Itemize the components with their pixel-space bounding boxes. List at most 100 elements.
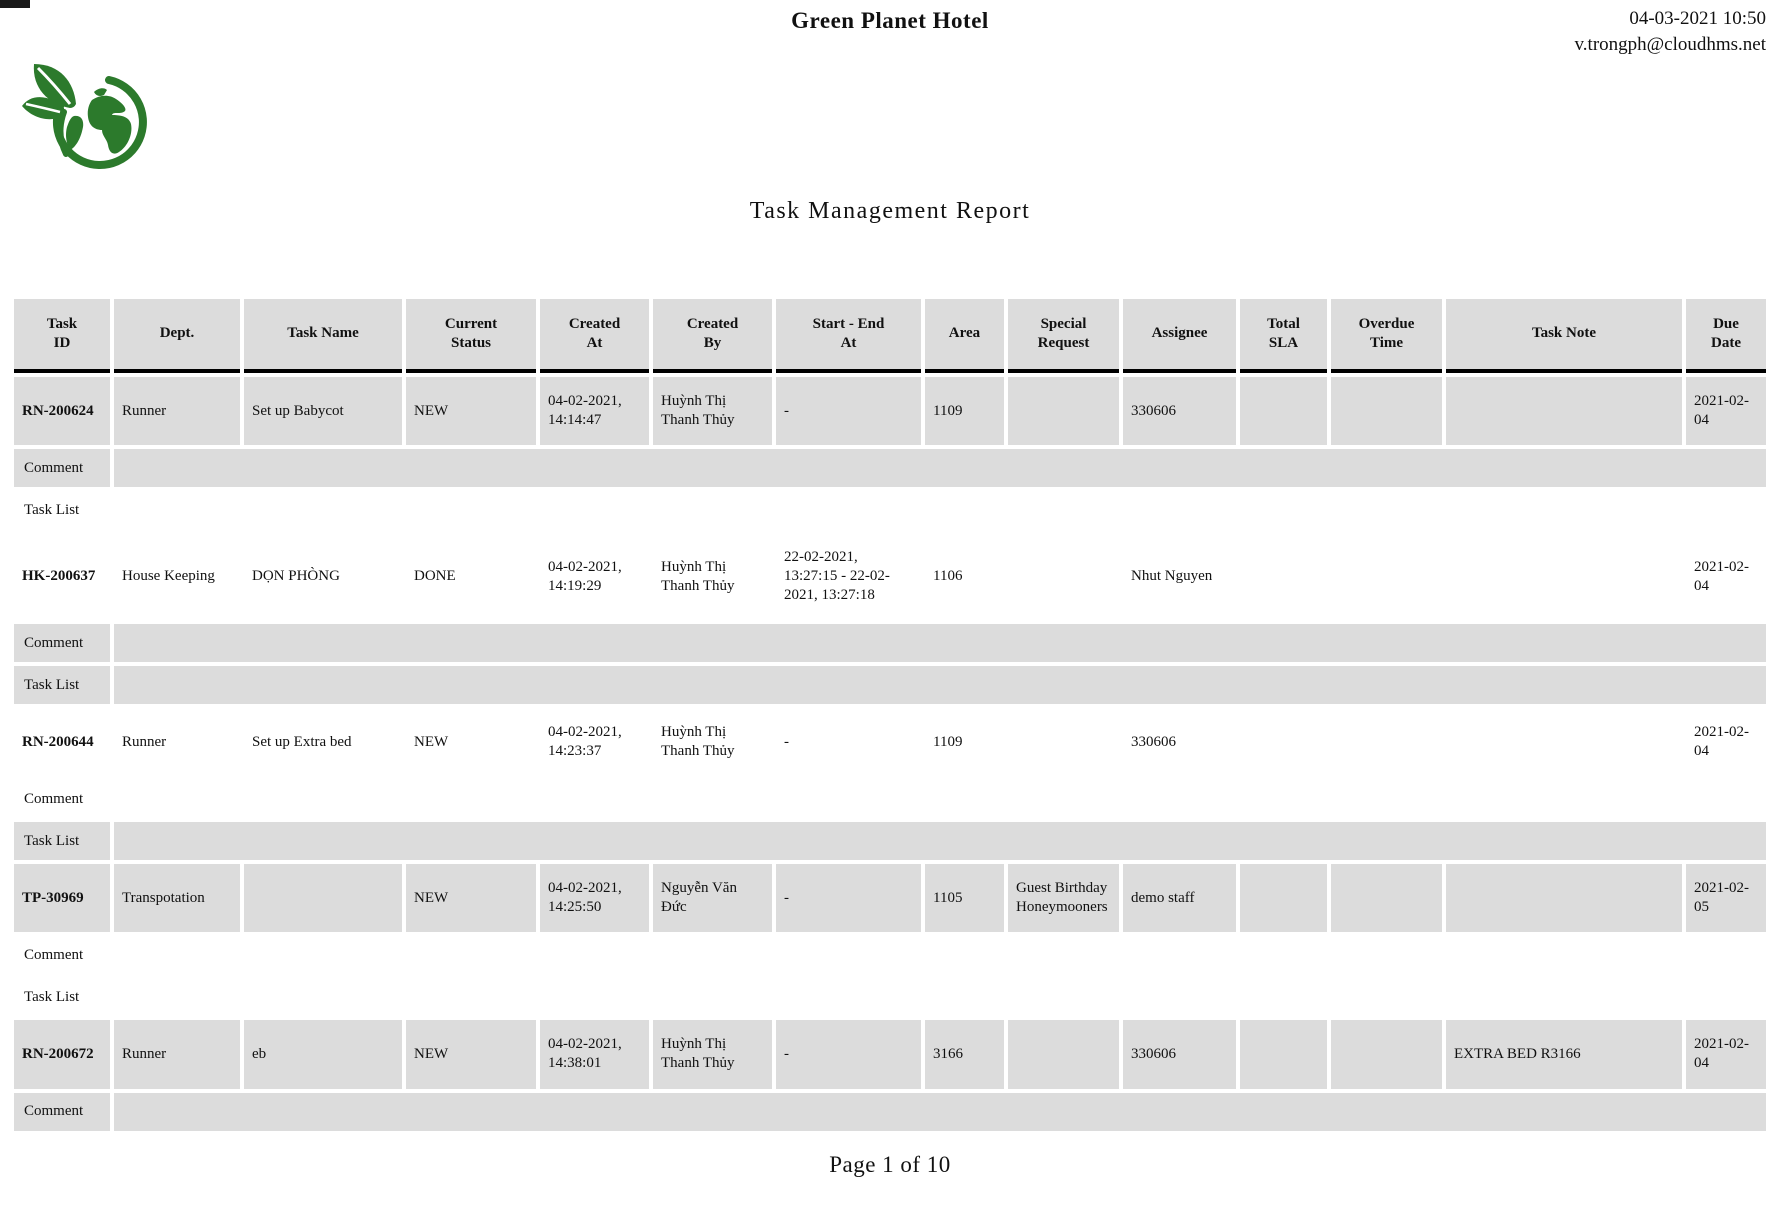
task-list-row: Task List	[14, 978, 1766, 1016]
task-row-rn-200644: RN-200644 Runner Set up Extra bed NEW 04-02-…	[14, 708, 1766, 776]
comment-label: Comment	[24, 946, 84, 963]
cell-area: 3166	[925, 1020, 1004, 1089]
cell-created-by: Huỳnh Thị Thanh Thủy	[661, 724, 735, 760]
cell-special-request	[1008, 1020, 1119, 1089]
cell-assignee: 330606	[1123, 377, 1236, 446]
cell-created-by: Huỳnh Thị Thanh Thủy	[661, 558, 735, 594]
task-list-value	[114, 822, 1766, 861]
cell-created-by: Huỳnh Thị Thanh Thủy	[653, 377, 772, 446]
cell-overdue-time	[1331, 533, 1442, 620]
task-list-row: Task List	[14, 822, 1766, 861]
cell-total-sla	[1240, 864, 1327, 933]
cell-created-by: Nguyễn Văn Đức	[653, 864, 772, 933]
cell-overdue-time	[1331, 1020, 1442, 1089]
report-title: Task Management Report	[749, 198, 1031, 224]
cell-dept: Transpotation	[114, 864, 240, 933]
comment-row: Comment	[14, 624, 1766, 663]
print-meta: 04-03-2021 10:50 v.trongph@cloudhms.net	[1575, 6, 1766, 57]
cell-due-date: 2021-02-04	[1694, 558, 1749, 594]
cell-special-request	[1008, 708, 1119, 776]
task-list-label: Task List	[14, 666, 110, 705]
task-list-value	[114, 666, 1766, 705]
comment-value	[114, 1092, 1766, 1131]
print-timestamp: 04-03-2021 10:50	[1629, 8, 1766, 29]
cell-assignee: Nhut Nguyen	[1131, 568, 1213, 585]
comment-label: Comment	[14, 1092, 110, 1131]
cell-start-end-at: -	[776, 864, 921, 933]
task-list-value	[114, 1135, 1766, 1143]
cell-task-note	[1446, 377, 1682, 446]
cell-task-id: RN-200644	[22, 733, 94, 750]
cell-dept: Runner	[122, 733, 167, 750]
cell-current-status: DONE	[414, 568, 456, 585]
task-row-rn-200624: RN-200624 Runner Set up Babycot NEW 04-02-20…	[14, 377, 1766, 446]
cell-dept: Runner	[114, 377, 240, 446]
cell-task-name: Set up Babycot	[244, 377, 402, 446]
column-header-task-id: Task ID	[14, 299, 110, 373]
cell-area: 1109	[933, 733, 963, 750]
page-indicator: Page 1 of 10	[829, 1152, 951, 1177]
comment-label: Comment	[14, 624, 110, 663]
column-header-overdue-time: Overdue Time	[1331, 299, 1442, 373]
task-list-row: Task List	[14, 1135, 1766, 1143]
comment-label: Comment	[24, 790, 84, 807]
cell-task-id: RN-200672	[14, 1020, 110, 1089]
cell-overdue-time	[1331, 377, 1442, 446]
cell-special-request	[1008, 377, 1119, 446]
cell-task-name: eb	[244, 1020, 402, 1089]
column-header-special-request: Special Request	[1008, 299, 1119, 373]
task-row-tp-30969: TP-30969 Transpotation NEW 04-02-2021, 14:2…	[14, 864, 1766, 933]
cell-task-id: RN-200624	[14, 377, 110, 446]
cell-special-request: Guest Birthday Honeymooners	[1008, 864, 1119, 933]
column-header-total-sla: Total SLA	[1240, 299, 1327, 373]
cell-assignee: demo staff	[1123, 864, 1236, 933]
task-list-row: Task List	[14, 491, 1766, 529]
cell-area: 1106	[933, 568, 963, 585]
comment-value	[114, 936, 1766, 974]
column-header-area: Area	[925, 299, 1004, 373]
cell-area: 1109	[925, 377, 1004, 446]
cell-created-at: 04-02-2021, 14:14:47	[540, 377, 649, 446]
column-header-due-date: Due Date	[1686, 299, 1766, 373]
cell-due-date: 2021-02-04	[1686, 1020, 1766, 1089]
task-list-label: Task List	[24, 501, 80, 518]
cell-total-sla	[1240, 377, 1327, 446]
cell-total-sla	[1240, 533, 1327, 620]
cell-created-at: 04-02-2021, 14:38:01	[540, 1020, 649, 1089]
cell-overdue-time	[1331, 708, 1442, 776]
corner-artifact	[0, 0, 30, 8]
task-table-region: Task ID Dept. Task Name Current Status Creat…	[10, 295, 1774, 1143]
column-header-dept: Dept.	[114, 299, 240, 373]
hotel-name: Green Planet Hotel	[791, 8, 989, 33]
cell-due-date: 2021-02-05	[1686, 864, 1766, 933]
cell-task-name: DỌN PHÒNG	[252, 568, 340, 585]
cell-area: 1105	[925, 864, 1004, 933]
cell-task-id: HK-200637	[22, 568, 96, 585]
cell-current-status: NEW	[406, 1020, 536, 1089]
cell-current-status: NEW	[406, 864, 536, 933]
cell-current-status: NEW	[406, 377, 536, 446]
cell-task-name	[244, 864, 402, 933]
column-header-task-name: Task Name	[244, 299, 402, 373]
cell-assignee: 330606	[1131, 733, 1176, 750]
comment-value	[114, 780, 1766, 818]
comment-value	[114, 449, 1766, 488]
task-list-row: Task List	[14, 666, 1766, 705]
column-header-start-end-at: Start - End At	[776, 299, 921, 373]
comment-value	[114, 624, 1766, 663]
cell-total-sla	[1240, 708, 1327, 776]
cell-dept: House Keeping	[122, 568, 215, 585]
cell-due-date: 2021-02-04	[1686, 377, 1766, 446]
cell-created-at: 04-02-2021, 14:25:50	[540, 864, 649, 933]
comment-row: Comment	[14, 936, 1766, 974]
column-header-current-status: Current Status	[406, 299, 536, 373]
cell-start-end-at: 22-02-2021, 13:27:15 - 22-02-2021, 13:27…	[784, 549, 890, 604]
cell-current-status: NEW	[414, 733, 449, 750]
task-list-label: Task List	[24, 988, 80, 1005]
cell-assignee: 330606	[1123, 1020, 1236, 1089]
table-header-row: Task ID Dept. Task Name Current Status Creat…	[14, 299, 1766, 373]
cell-special-request	[1008, 533, 1119, 620]
green-planet-logo-icon	[8, 56, 158, 171]
task-list-value	[114, 978, 1766, 1016]
